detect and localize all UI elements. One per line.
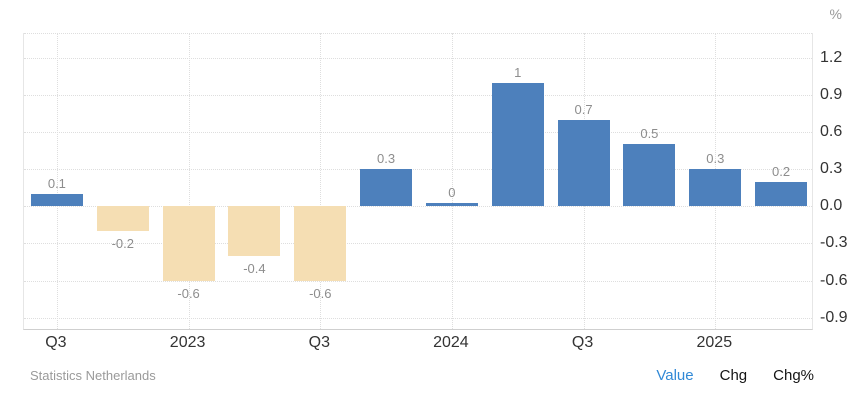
x-axis-label: Q3 [308, 334, 330, 351]
gridline-vertical [188, 33, 190, 329]
bar-value-label: 0.3 [706, 151, 725, 167]
bar-value-label: -0.6 [309, 285, 332, 301]
gridline-horizontal [24, 317, 812, 319]
bar-value-label: -0.2 [111, 236, 134, 251]
bar-value-label: 0.2 [772, 163, 791, 179]
y-axis-label: 1.2 [820, 48, 843, 66]
footer-link-chg-pct[interactable]: Chg% [773, 367, 814, 384]
gridline-horizontal [24, 132, 812, 133]
y-axis-label: -0.6 [820, 271, 848, 289]
chart-footer: Statistics Netherlands Value Chg Chg% [30, 367, 814, 384]
bar-value-label: -0.4 [243, 260, 266, 276]
source-attribution: Statistics Netherlands [30, 368, 156, 383]
bar-value-label: 0.1 [47, 175, 66, 191]
gridline-horizontal [24, 280, 812, 282]
x-axis-label: Q3 [45, 334, 67, 351]
plot-area: 0.1 -0.2 -0.6 -0.4 -0.6 0.3 0 1 0.7 0.5 0.3 0.2 [23, 33, 813, 330]
gridline-horizontal [24, 169, 812, 171]
bar-3[interactable] [228, 206, 281, 256]
y-axis-label: 0.0 [820, 197, 843, 215]
gridline-horizontal [24, 57, 812, 59]
gridline-horizontal [24, 206, 812, 208]
gridline-horizontal [24, 243, 812, 245]
bar-0[interactable] [30, 193, 83, 207]
bar-value-label: 1 [514, 64, 522, 80]
y-axis-label: 0.6 [820, 123, 843, 140]
bar-value-label: -0.6 [177, 285, 200, 301]
x-axis-label: 2024 [433, 334, 469, 351]
footer-link-value[interactable]: Value [656, 367, 694, 384]
bar-value-label: 0.5 [640, 126, 659, 142]
bar-10[interactable] [689, 169, 742, 207]
footer-link-chg[interactable]: Chg [719, 367, 748, 384]
y-axis-unit-label: % [829, 6, 842, 22]
x-axis-label: 2025 [696, 334, 733, 351]
gridline-vertical [320, 33, 322, 329]
bar-value-label: 0 [448, 185, 456, 201]
gridline-vertical [451, 33, 453, 329]
bar-9[interactable] [623, 144, 676, 207]
bar-1[interactable] [96, 206, 149, 232]
x-axis-label: Q3 [571, 334, 594, 351]
y-axis-label: 0.3 [820, 160, 843, 178]
bar-8[interactable] [557, 119, 610, 207]
y-axis-label: 0.9 [820, 85, 843, 103]
x-axis-label: 2023 [169, 334, 206, 351]
gridline-horizontal [24, 94, 812, 96]
y-axis-label: -0.9 [820, 308, 848, 326]
footer-mode-links: Value Chg Chg% [656, 367, 814, 384]
bar-4[interactable] [294, 206, 347, 281]
gridline-vertical [56, 33, 58, 329]
bar-2[interactable] [162, 206, 215, 281]
bar-5[interactable] [360, 169, 413, 207]
bar-11[interactable] [755, 181, 808, 207]
bar-value-label: 0.3 [377, 151, 396, 167]
y-axis-label: -0.3 [820, 234, 848, 252]
bar-6[interactable] [425, 203, 478, 207]
gridline-horizontal [24, 33, 812, 34]
bar-value-label: 0.7 [574, 101, 593, 117]
bar-7[interactable] [491, 82, 544, 207]
